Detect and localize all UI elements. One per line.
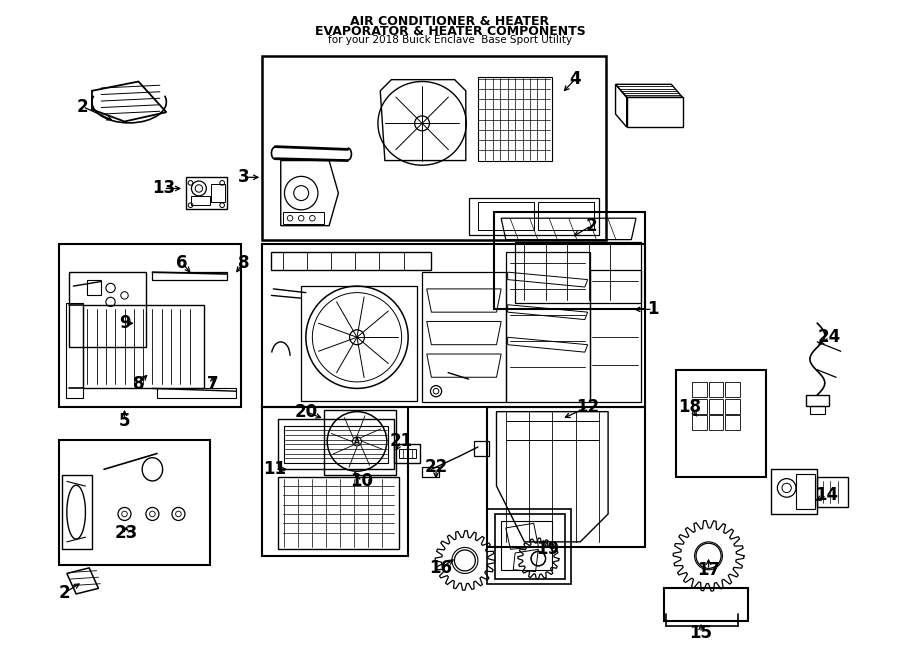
- Bar: [725, 399, 740, 414]
- Text: 5: 5: [119, 412, 130, 430]
- Text: 16: 16: [429, 559, 452, 577]
- Bar: [66, 303, 83, 398]
- Bar: [676, 369, 766, 477]
- Bar: [399, 449, 416, 458]
- Bar: [262, 245, 645, 407]
- Text: 4: 4: [570, 69, 581, 88]
- Bar: [495, 514, 565, 579]
- Bar: [664, 588, 748, 621]
- Bar: [817, 477, 848, 506]
- Bar: [692, 399, 706, 414]
- Bar: [262, 407, 409, 556]
- Bar: [725, 415, 740, 430]
- Bar: [478, 202, 534, 230]
- Text: 8: 8: [238, 254, 249, 272]
- Bar: [487, 407, 645, 547]
- Text: 12: 12: [576, 398, 599, 416]
- Text: 9: 9: [119, 315, 130, 332]
- Text: 11: 11: [264, 460, 287, 479]
- Text: 22: 22: [425, 459, 447, 477]
- Text: 2: 2: [76, 98, 88, 116]
- Text: EVAPORATOR & HEATER COMPONENTS: EVAPORATOR & HEATER COMPONENTS: [315, 25, 585, 38]
- Bar: [302, 286, 418, 401]
- Bar: [87, 280, 102, 295]
- Text: 23: 23: [114, 524, 138, 541]
- Bar: [186, 177, 227, 209]
- Bar: [262, 56, 607, 239]
- Text: 24: 24: [818, 329, 842, 346]
- Bar: [278, 477, 399, 549]
- Bar: [506, 252, 590, 403]
- Bar: [590, 270, 641, 403]
- Bar: [692, 382, 706, 397]
- Text: 17: 17: [697, 561, 720, 579]
- Bar: [422, 467, 439, 477]
- Bar: [708, 382, 724, 397]
- Bar: [59, 440, 210, 565]
- Bar: [59, 245, 241, 407]
- Bar: [692, 415, 706, 430]
- Bar: [324, 410, 396, 475]
- Text: 2: 2: [586, 217, 598, 235]
- Bar: [152, 272, 227, 280]
- Bar: [469, 198, 598, 235]
- Text: 2: 2: [58, 584, 70, 602]
- Text: 19: 19: [536, 540, 559, 559]
- Bar: [158, 389, 236, 398]
- Bar: [796, 474, 814, 510]
- Text: 7: 7: [207, 375, 219, 393]
- Text: AIR CONDITIONER & HEATER: AIR CONDITIONER & HEATER: [350, 15, 550, 28]
- Bar: [538, 202, 594, 230]
- Bar: [272, 252, 431, 270]
- Text: 15: 15: [689, 624, 713, 642]
- Bar: [192, 196, 210, 205]
- Text: 1: 1: [647, 300, 659, 319]
- Text: 14: 14: [815, 486, 838, 504]
- Text: A: A: [354, 437, 360, 446]
- Bar: [284, 426, 388, 463]
- Bar: [810, 406, 824, 414]
- Bar: [708, 399, 724, 414]
- Bar: [83, 305, 203, 389]
- Bar: [68, 272, 146, 346]
- Bar: [487, 510, 571, 584]
- Text: 20: 20: [294, 403, 318, 420]
- Text: 13: 13: [152, 179, 176, 198]
- Text: 21: 21: [389, 432, 412, 450]
- Text: 3: 3: [238, 169, 249, 186]
- Bar: [725, 382, 740, 397]
- Bar: [394, 444, 420, 463]
- Bar: [422, 272, 506, 403]
- Bar: [515, 243, 641, 303]
- Text: 10: 10: [350, 473, 374, 490]
- Bar: [494, 212, 645, 309]
- Bar: [474, 442, 489, 456]
- Bar: [211, 184, 225, 202]
- Text: 18: 18: [679, 398, 701, 416]
- Bar: [806, 395, 829, 406]
- Bar: [62, 475, 92, 549]
- Text: 8: 8: [132, 375, 144, 393]
- Bar: [708, 415, 724, 430]
- Bar: [478, 77, 553, 161]
- Text: 6: 6: [176, 254, 188, 272]
- Bar: [278, 419, 394, 469]
- Bar: [283, 212, 325, 224]
- Text: for your 2018 Buick Enclave  Base Sport Utility: for your 2018 Buick Enclave Base Sport U…: [328, 35, 572, 45]
- Bar: [770, 469, 817, 514]
